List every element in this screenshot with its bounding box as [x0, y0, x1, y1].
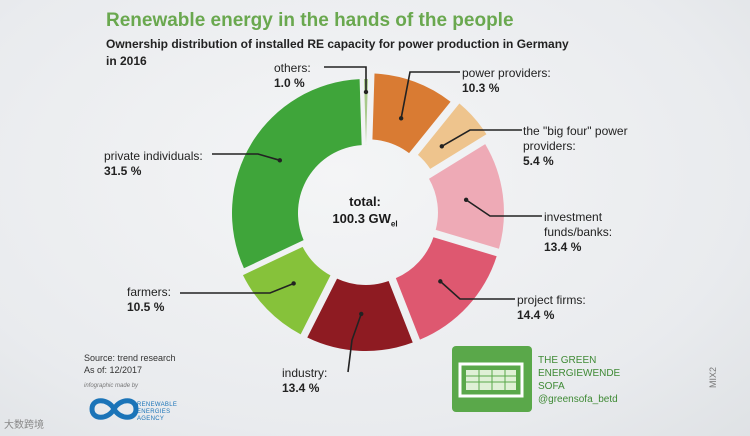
leader-dot-private-individuals: [277, 158, 283, 163]
slice-private-individuals: [232, 79, 362, 269]
leader-dot-others: [363, 89, 369, 95]
label-private-individuals: private individuals: 31.5 %: [104, 149, 203, 179]
label-others-name: others:: [274, 61, 311, 75]
label-big-four-name: the "big four" power providers:: [523, 124, 628, 153]
donut-center-total: total: 100.3 GWel: [300, 193, 430, 233]
label-big-four-value: 5.4 %: [523, 154, 554, 168]
watermark-text: 大数跨境: [4, 420, 44, 431]
rea-line-1: RENEWABLE: [137, 402, 178, 408]
label-project-firms: project firms: 14.4 %: [517, 293, 586, 323]
leader-private-individuals: [212, 153, 281, 162]
leader-dot-project-firms: [438, 279, 443, 284]
chart-subtitle: Ownership distribution of installed RE c…: [106, 37, 569, 68]
slice-farmers: [242, 246, 331, 335]
sofa-line-1: THE GREEN: [538, 355, 597, 366]
asof-text: As of: 12/2017: [84, 365, 143, 375]
sofa-handle: @greensofa_betd: [538, 394, 618, 405]
label-investment-funds-value: 13.4 %: [544, 240, 582, 254]
center-unit-sub: el: [390, 219, 398, 229]
slice-project-firms: [395, 237, 497, 340]
label-industry-name: industry:: [282, 366, 328, 380]
leader-dot-big-four: [439, 144, 445, 149]
leader-project-firms: [439, 280, 515, 300]
label-industry: industry: 13.4 %: [282, 366, 327, 396]
leader-industry: [347, 313, 362, 373]
label-investment-funds: investment funds/banks: 13.4 %: [544, 210, 624, 255]
label-private-individuals-name: private individuals:: [104, 149, 203, 163]
leader-dot-power-providers: [398, 116, 404, 121]
sofa-line-2: ENERGIEWENDE: [538, 368, 621, 379]
label-project-firms-name: project firms:: [517, 293, 586, 307]
leader-big-four: [441, 129, 522, 147]
label-farmers-value: 10.5 %: [127, 300, 165, 314]
side-mark-text: MIX2: [708, 366, 718, 388]
slice-others: [363, 79, 369, 146]
sofa-logo-icon: [452, 346, 532, 412]
leader-investment-funds: [465, 199, 542, 217]
label-investment-funds-name: investment funds/banks:: [544, 210, 613, 239]
label-farmers-name: farmers:: [127, 285, 172, 299]
rea-logo-text: RENEWABLE ENERGIES AGENCY: [137, 402, 177, 423]
source-text: Source: trend research: [84, 353, 176, 363]
leader-dot-farmers: [291, 281, 296, 286]
label-power-providers-value: 10.3 %: [462, 81, 500, 95]
slice-power-providers: [372, 73, 451, 154]
label-industry-value: 13.4 %: [282, 381, 320, 395]
label-private-individuals-value: 31.5 %: [104, 164, 142, 178]
rea-logo-icon: [89, 398, 139, 420]
rea-line-2: ENERGIES: [137, 409, 171, 415]
label-farmers: farmers: 10.5 %: [127, 285, 171, 315]
source-note: Source: trend research As of: 12/2017: [84, 352, 176, 376]
label-power-providers-name: power providers:: [462, 66, 551, 80]
label-project-firms-value: 14.4 %: [517, 308, 555, 322]
center-value: 100.3 GW: [332, 211, 391, 226]
label-power-providers: power providers: 10.3 %: [462, 66, 551, 96]
center-label: total:: [349, 194, 381, 209]
label-big-four: the "big four" power providers: 5.4 %: [523, 124, 633, 169]
sofa-logo-text: THE GREEN ENERGIEWENDE SOFA @greensofa_b…: [538, 354, 620, 406]
leader-others: [324, 66, 367, 92]
label-others: others: 1.0 %: [274, 61, 311, 91]
sofa-line-3: SOFA: [538, 381, 565, 392]
label-others-value: 1.0 %: [274, 76, 305, 90]
leader-dot-industry: [359, 311, 364, 317]
slice-investment-funds: [428, 144, 504, 249]
leader-dot-investment-funds: [463, 197, 469, 203]
slice-big-four: [417, 103, 487, 169]
made-by-text: infographic made by: [84, 383, 139, 389]
leader-power-providers: [400, 71, 460, 119]
leader-farmers: [180, 282, 294, 294]
chart-title: Renewable energy in the hands of the peo…: [106, 10, 514, 31]
rea-line-3: AGENCY: [137, 416, 165, 422]
